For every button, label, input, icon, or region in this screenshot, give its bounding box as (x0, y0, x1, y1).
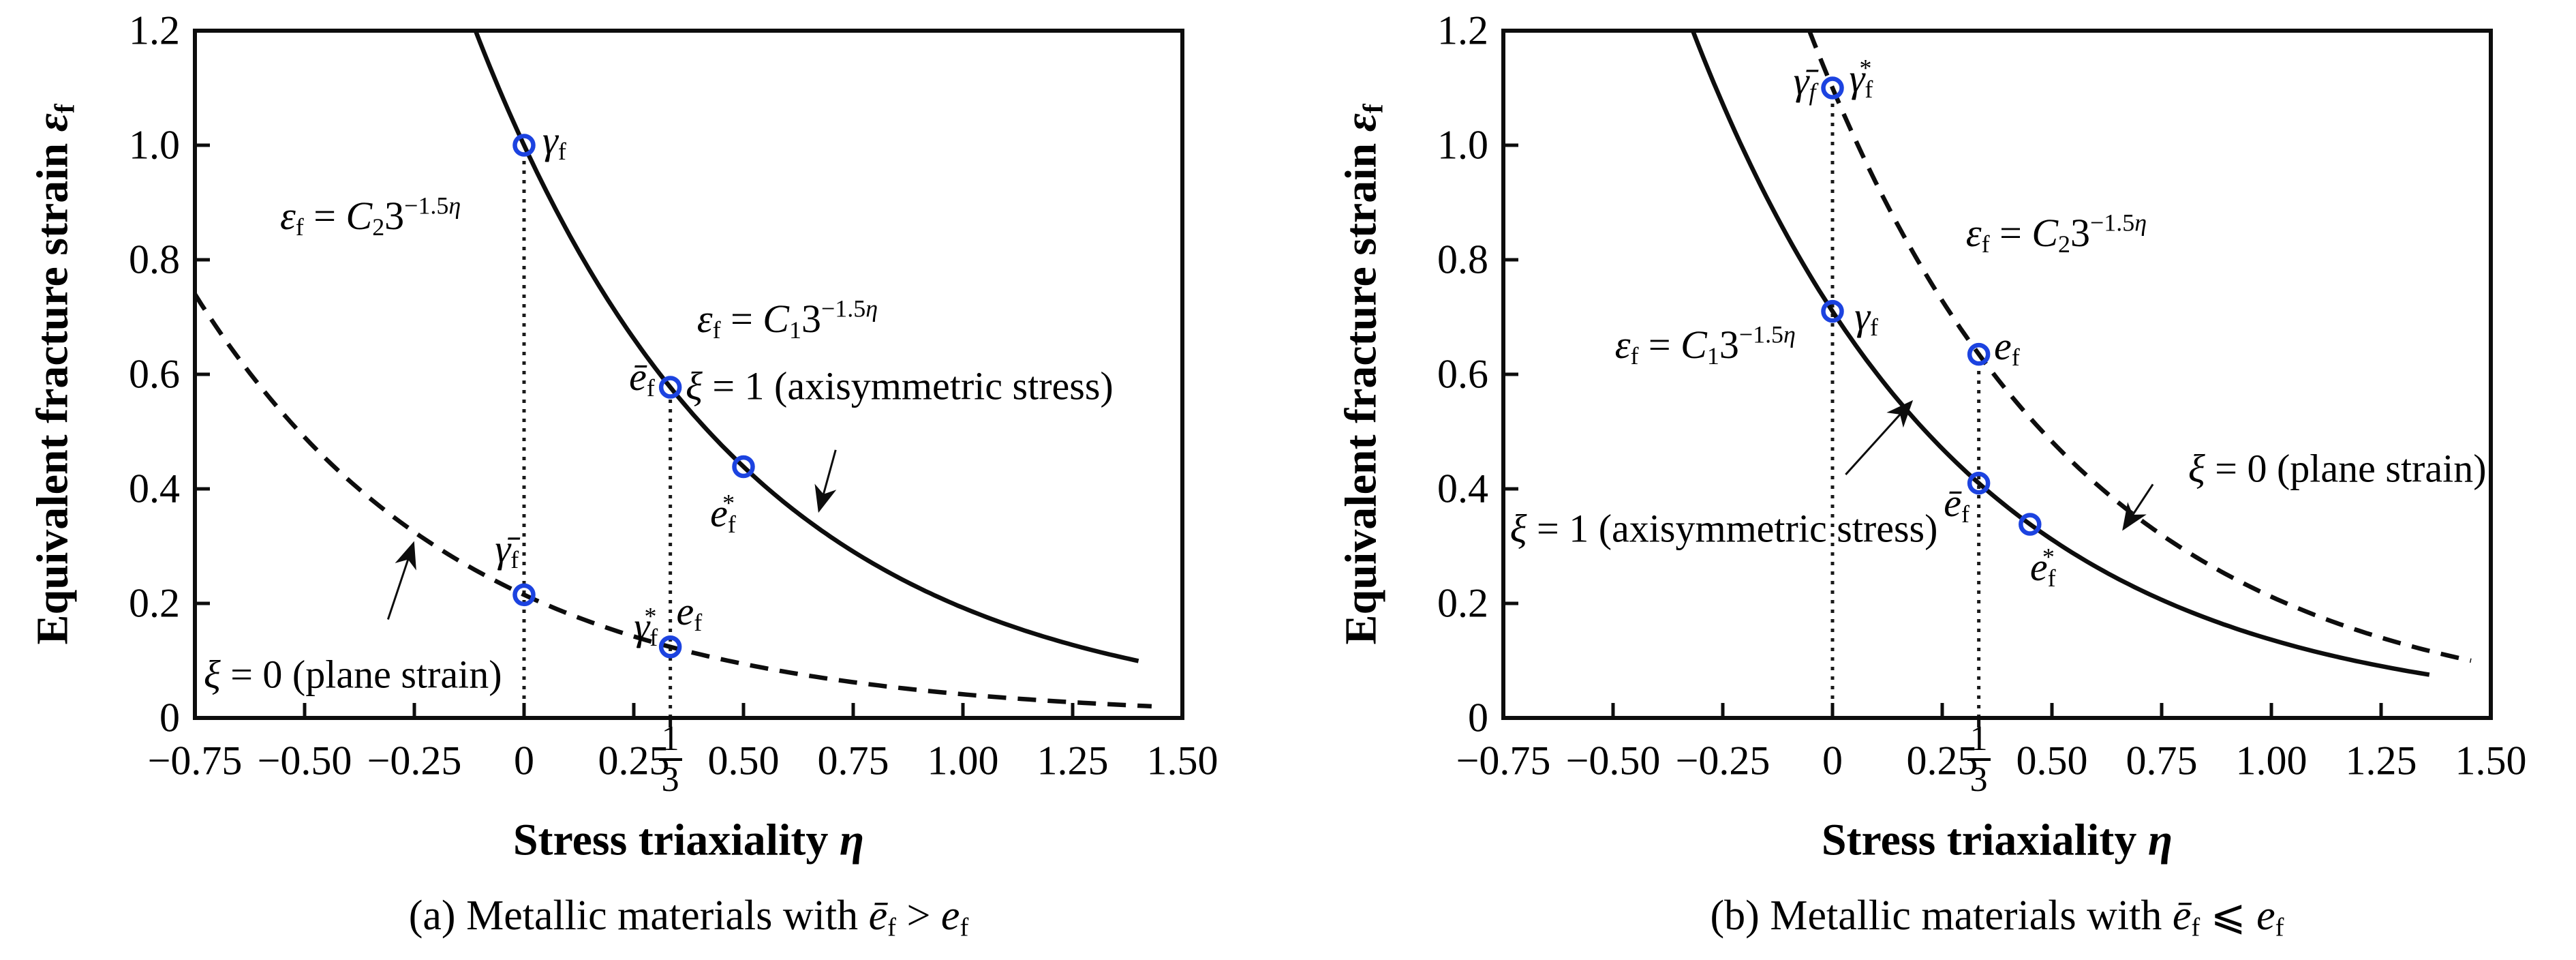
panel-a-plot (193, 29, 1184, 728)
data-point-marker (1821, 76, 1844, 100)
x-tick-label: −0.25 (367, 738, 462, 783)
point-label-gamma-bar-f: γ̄f (495, 526, 519, 573)
x-tick-label: 0.25 (1906, 738, 1978, 783)
y-tick-label: 0.4 (129, 466, 180, 511)
point-label-gamma-f: γf (1854, 293, 1879, 341)
y-tick-label: 0.8 (1437, 237, 1488, 282)
y-tick-label: 1.2 (129, 7, 180, 53)
x-tick-label: −0.25 (1675, 738, 1770, 783)
data-point-marker (1967, 471, 1991, 495)
curve-xi-1-axisymmetric (473, 29, 1139, 663)
equation-axisymmetric-curve: εf = C13−1.5η (1614, 320, 1796, 370)
y-tick-label: 0.8 (129, 237, 180, 282)
y-tick-label: 0.4 (1437, 466, 1488, 511)
x-tick-label: 0.50 (707, 738, 780, 783)
curve-xi-0-plane-strain (1807, 29, 2472, 663)
annotation-xi-0: ξ = 0 (plane strain) (2188, 446, 2487, 491)
data-point-marker (512, 134, 536, 157)
annotation-arrow (1845, 400, 1914, 476)
y-tick-label: 1.2 (1437, 7, 1488, 53)
x-tick-label: −0.50 (257, 738, 352, 783)
y-axis-title: Equivalent fracture strain εf (1336, 104, 1389, 645)
annotation-xi-1: ξ = 1 (axisymmetric stress) (1509, 506, 1938, 551)
point-label-e-f: ef (1993, 324, 2020, 372)
data-point-marker (1821, 299, 1844, 323)
panel-caption: (b) Metallic materials with ēf ⩽ ef (1710, 892, 2284, 942)
y-tick-label: 0 (1468, 695, 1488, 740)
y-tick-label: 0.2 (1437, 580, 1488, 626)
y-tick-label: 0.6 (129, 351, 180, 397)
point-label-e-f-star: ef* (710, 489, 736, 538)
annotation-xi-1: ξ = 1 (axisymmetric stress) (685, 364, 1114, 409)
equation-axisymmetric-curve: εf = C13−1.5η (696, 295, 878, 344)
y-tick-label: 1.0 (129, 122, 180, 168)
x-tick-label: 1.50 (1146, 738, 1218, 783)
x-tick-label: 1.25 (2345, 738, 2417, 783)
data-point-marker (658, 376, 682, 399)
y-tick-label: 0 (159, 695, 180, 740)
x-tick-label: 0.50 (2016, 738, 2088, 783)
annotation-arrow (814, 449, 837, 513)
x-tick-label: 1.50 (2455, 738, 2527, 783)
point-label-e-f-star: ef* (2029, 543, 2056, 592)
point-label-e-f: ef (676, 589, 703, 637)
point-label-gamma-bar-f: γ̄f (1793, 59, 1816, 106)
y-tick-label: 1.0 (1437, 122, 1488, 168)
equation-plane-strain-curve: εf = C23−1.5η (279, 192, 461, 241)
data-point-marker (658, 635, 682, 659)
x-axis-title: Stress triaxiality η (512, 815, 865, 865)
x-axis-title: Stress triaxiality η (1821, 815, 2173, 865)
data-point-marker (732, 455, 755, 479)
x-tick-label: 0 (514, 738, 534, 783)
data-point-marker (2019, 513, 2042, 536)
panel-caption: (a) Metallic materials with ēf > ef (408, 892, 969, 942)
x-tick-label: −0.75 (147, 738, 243, 783)
x-tick-label: −0.50 (1565, 738, 1661, 783)
x-tick-label: −0.75 (1456, 738, 1551, 783)
y-tick-label: 0.2 (129, 580, 180, 626)
point-label-e-bar-f: ēf (629, 354, 655, 402)
point-label-gamma-f-star: γf* (634, 602, 658, 652)
x-tick-label: 0.75 (2126, 738, 2198, 783)
point-label-e-bar-f: ēf (1944, 480, 1969, 528)
equation-plane-strain-curve: εf = C23−1.5η (1965, 209, 2147, 258)
y-tick-label: 0.6 (1437, 351, 1488, 397)
x-tick-label: 1.25 (1037, 738, 1109, 783)
annotation-xi-0: ξ = 0 (plane strain) (203, 652, 502, 697)
point-label-gamma-f: γf (542, 117, 566, 165)
point-label-gamma-f-star: γf* (1849, 54, 1873, 104)
annotation-arrow (386, 541, 416, 620)
panel-b-plot (1501, 29, 2493, 728)
data-point-marker (1967, 342, 1991, 366)
curve-xi-1-axisymmetric (1690, 29, 2430, 677)
data-point-marker (512, 583, 536, 607)
x-tick-label: 0.25 (598, 738, 670, 783)
x-tick-label: 0.75 (817, 738, 889, 783)
annotation-arrow (2122, 483, 2154, 531)
plot-border (193, 29, 1184, 720)
curve-xi-0-plane-strain (193, 292, 1152, 709)
plot-border (1501, 29, 2493, 720)
x-tick-label: 0 (1822, 738, 1843, 783)
x-tick-label: 1.00 (927, 738, 999, 783)
x-tick-label: 1.00 (2235, 738, 2307, 783)
